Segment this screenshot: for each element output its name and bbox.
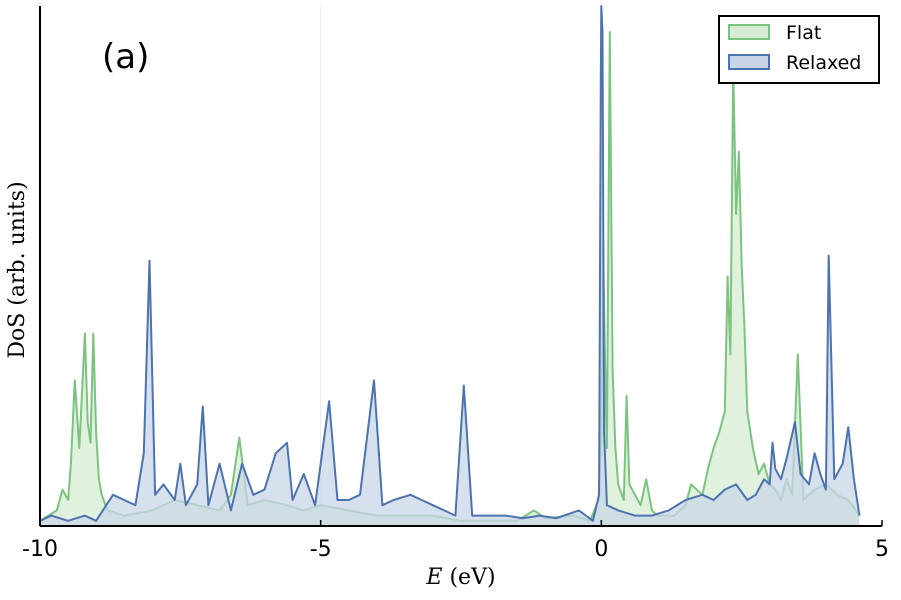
series-relaxed-line [39, 5, 861, 522]
legend: Flat Relaxed [718, 15, 880, 84]
series-flat-area [40, 32, 860, 526]
legend-swatch-relaxed [728, 54, 770, 70]
x-axis-unit: (eV) [442, 565, 495, 590]
legend-label-flat: Flat [786, 22, 821, 44]
x-axis-variable: E [425, 565, 442, 590]
panel-label: (a) [102, 37, 149, 77]
axes [39, 6, 882, 527]
series-layer [39, 5, 861, 526]
x-tick-layer: -10 -5 0 5 [22, 520, 889, 562]
x-axis-label: E (eV) [425, 565, 495, 590]
legend-swatch-flat [728, 24, 770, 40]
x-tick-label: -5 [310, 537, 332, 562]
x-tick-label: 0 [594, 537, 608, 562]
x-tick-label: -10 [22, 537, 58, 562]
legend-label-relaxed: Relaxed [786, 52, 861, 74]
x-tick-label: 5 [875, 537, 889, 562]
y-axis-label: DoS (arb. units) [5, 181, 30, 358]
